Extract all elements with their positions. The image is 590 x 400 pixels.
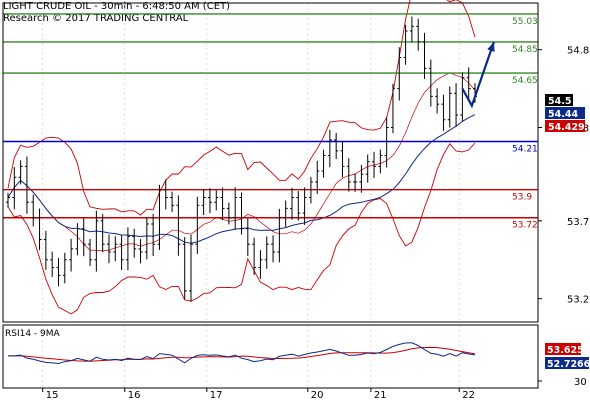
y-tick-label: 54.8 xyxy=(567,46,589,57)
projection-line xyxy=(461,41,495,109)
price-tag xyxy=(545,107,585,119)
grid xyxy=(42,3,460,388)
x-tick-label: 17 xyxy=(210,390,223,400)
rsi-tag xyxy=(545,343,581,355)
x-tick-label: 16 xyxy=(128,390,141,400)
level-label: 53.72 xyxy=(512,221,538,231)
bollinger-upper-line xyxy=(7,0,476,216)
price-tag-label: 54.5 xyxy=(548,96,571,107)
price-tag-label: 54.44 xyxy=(548,109,578,120)
chart-title: LIGHT CRUDE OIL - 30min - 6:48:50 AM (CE… xyxy=(3,1,231,12)
chart-subtitle: Research © 2017 TRADING CENTRAL xyxy=(3,13,189,24)
rsi-title: RSI14 - 9MA xyxy=(5,329,61,339)
horizontal-levels: 55.03 54.85 54.65 54.21 53.9 53.72 xyxy=(3,13,538,231)
level-label: 54.85 xyxy=(512,45,538,55)
rsi-ma-line xyxy=(8,346,476,362)
bollinger-bands xyxy=(7,0,476,315)
candles xyxy=(6,16,477,302)
price-tag xyxy=(545,94,573,106)
level-label: 53.9 xyxy=(512,193,532,203)
level-label: 54.21 xyxy=(512,144,538,154)
rsi-panel: RSI14 - 9MA 53.625 52.7266 30 xyxy=(5,329,590,388)
y-tick-label: 53.7 xyxy=(567,217,589,228)
level-label: 55.03 xyxy=(512,17,538,27)
rsi-tag xyxy=(545,357,589,369)
x-tick-label: 22 xyxy=(462,390,475,400)
rsi-tag-label: 52.7266 xyxy=(547,359,590,370)
rsi-line xyxy=(8,342,476,365)
price-panel-frame xyxy=(2,2,539,323)
price-tag xyxy=(545,120,585,132)
projection-arrowhead xyxy=(487,41,495,52)
bollinger-lower-line xyxy=(7,142,476,315)
rsi-panel-frame xyxy=(2,324,539,389)
rsi-tag-label: 53.625 xyxy=(547,345,584,356)
x-tick-label: 21 xyxy=(374,390,387,400)
x-tick-label: 15 xyxy=(46,390,59,400)
x-tick-label: 20 xyxy=(311,390,324,400)
level-label: 54.65 xyxy=(512,76,538,86)
projection xyxy=(461,41,495,109)
price-tag-label: 54.429 xyxy=(548,122,585,133)
y-tick-label: 53.2 xyxy=(567,295,589,306)
rsi-y-tick-label: 30 xyxy=(574,377,587,388)
